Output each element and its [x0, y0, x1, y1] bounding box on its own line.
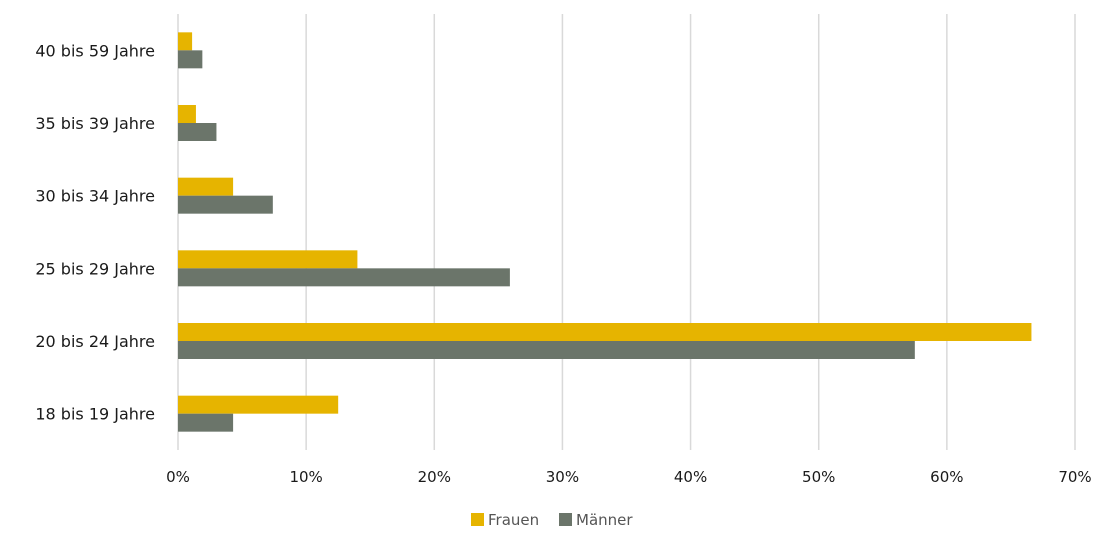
bar-m-nner — [178, 123, 217, 141]
gridlines — [177, 14, 1076, 450]
category-label: 35 bis 39 Jahre — [35, 114, 155, 133]
x-tick-label: 40% — [674, 468, 707, 486]
bar-m-nner — [178, 413, 234, 432]
legend-swatch — [471, 513, 484, 526]
legend: Frauen Männer — [471, 511, 633, 529]
bar-m-nner — [178, 341, 915, 359]
x-tick-label: 50% — [802, 468, 835, 486]
bars — [178, 32, 1032, 432]
bar-m-nner — [178, 268, 510, 287]
category-label: 20 bis 24 Jahre — [35, 332, 155, 351]
category-label: 40 bis 59 Jahre — [35, 41, 155, 60]
bar-m-nner — [178, 50, 203, 69]
x-tick-label: 20% — [418, 468, 451, 486]
legend-swatch — [559, 513, 572, 526]
legend-label: Frauen — [488, 511, 539, 529]
bar-m-nner — [178, 195, 273, 214]
category-label: 25 bis 29 Jahre — [35, 259, 155, 278]
bar-frauen — [178, 323, 1032, 341]
category-label: 30 bis 34 Jahre — [35, 187, 155, 206]
legend-label: Männer — [576, 511, 633, 529]
bar-frauen — [178, 250, 358, 269]
x-tick-label: 60% — [930, 468, 963, 486]
x-tick-label: 70% — [1058, 468, 1091, 486]
bar-frauen — [178, 177, 234, 196]
bar-frauen — [178, 32, 193, 51]
x-tick-label: 30% — [546, 468, 579, 486]
category-label: 18 bis 19 Jahre — [35, 405, 155, 424]
x-tick-label: 0% — [166, 468, 190, 486]
category-labels: 40 bis 59 Jahre 35 bis 39 Jahre 30 bis 34 … — [35, 41, 155, 423]
x-tick-labels: 0% 10% 20% 30% 40% 50% 60% 70% — [166, 468, 1092, 486]
bar-frauen — [178, 105, 196, 123]
bar-frauen — [178, 395, 339, 414]
x-tick-label: 10% — [289, 468, 322, 486]
